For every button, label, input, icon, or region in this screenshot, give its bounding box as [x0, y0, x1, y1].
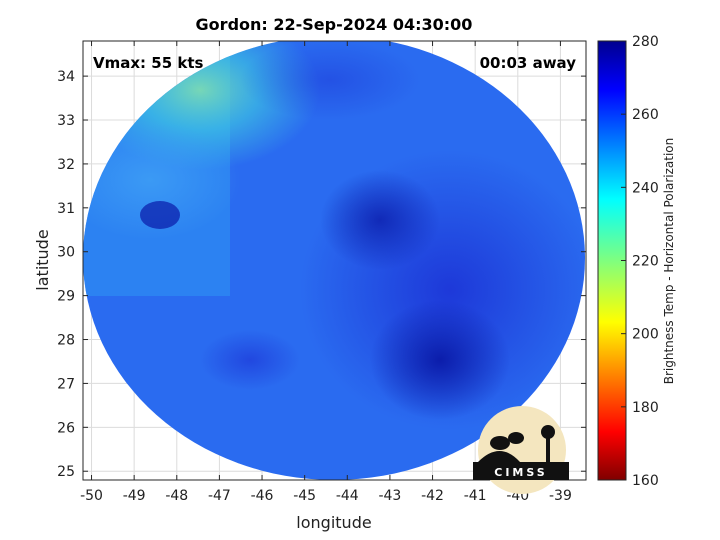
y-axis: 25 26 27 28 29 30 31 32 33 34: [57, 69, 586, 480]
swath-cold-patch-n: [240, 41, 420, 120]
logo-water-tower: [541, 425, 555, 439]
colorbar-tick-label: 260: [632, 107, 659, 123]
x-tick-label: -50: [80, 488, 103, 504]
y-tick-label: 31: [57, 201, 75, 217]
colorbar-ticks: 280 260 240 220 200 180 160: [621, 34, 659, 489]
logo-banner: [473, 462, 569, 480]
axes-frame: [82, 40, 587, 481]
swath-cold-band: [320, 170, 440, 270]
logo-dish-2: [508, 432, 524, 444]
swath-cold-patch-sw: [200, 330, 300, 390]
colorbar-tick-label: 180: [632, 400, 659, 416]
x-axis-label: longitude: [296, 513, 371, 532]
swath-cold-spot: [140, 201, 180, 229]
x-tick-label: -45: [293, 488, 316, 504]
chart-title: Gordon: 22-Sep-2024 04:30:00: [196, 15, 473, 34]
time-away-annotation: 00:03 away: [480, 54, 577, 72]
y-tick-label: 32: [57, 157, 75, 173]
y-axis-label: latitude: [33, 229, 52, 290]
x-tick-label: -41: [464, 488, 487, 504]
y-tick-label: 27: [57, 376, 75, 392]
logo-disc: [478, 406, 566, 494]
cimss-logo: CIMSS: [473, 406, 569, 494]
y-tick-label: 28: [57, 333, 75, 349]
x-tick-label: -48: [165, 488, 188, 504]
colorbar-tick-label: 200: [632, 327, 659, 343]
colorbar-tick-label: 160: [632, 473, 659, 489]
swath-cold-core: [370, 300, 510, 420]
colorbar-tick-label: 240: [632, 180, 659, 196]
x-tick-label: -39: [549, 488, 572, 504]
y-tick-label: 25: [57, 464, 75, 480]
x-tick-label: -46: [251, 488, 274, 504]
y-tick-label: 26: [57, 420, 75, 436]
colorbar-label: Brightness Temp - Horizontal Polarizatio…: [662, 138, 676, 385]
x-tick-label: -43: [378, 488, 401, 504]
y-tick-label: 29: [57, 289, 75, 305]
x-axis: -50 -49 -48 -47 -46 -45 -44 -43 -42 -41 -40 -39: [80, 41, 572, 504]
x-tick-label: -42: [421, 488, 444, 504]
logo-text: CIMSS: [494, 466, 547, 479]
vmax-annotation: Vmax: 55 kts: [93, 54, 203, 72]
x-tick-label: -44: [336, 488, 359, 504]
logo-tower-leg: [546, 438, 550, 462]
y-tick-label: 34: [57, 69, 75, 85]
x-tick-label: -49: [123, 488, 146, 504]
colorbar-tick-label: 220: [632, 254, 659, 270]
brightness-swath: [83, 41, 585, 480]
colorbar-tick-label: 280: [632, 34, 659, 50]
x-tick-label: -47: [208, 488, 231, 504]
y-tick-label: 33: [57, 113, 75, 129]
logo-dish: [490, 436, 510, 450]
y-tick-label: 30: [57, 245, 75, 261]
logo-hill: [478, 451, 520, 462]
